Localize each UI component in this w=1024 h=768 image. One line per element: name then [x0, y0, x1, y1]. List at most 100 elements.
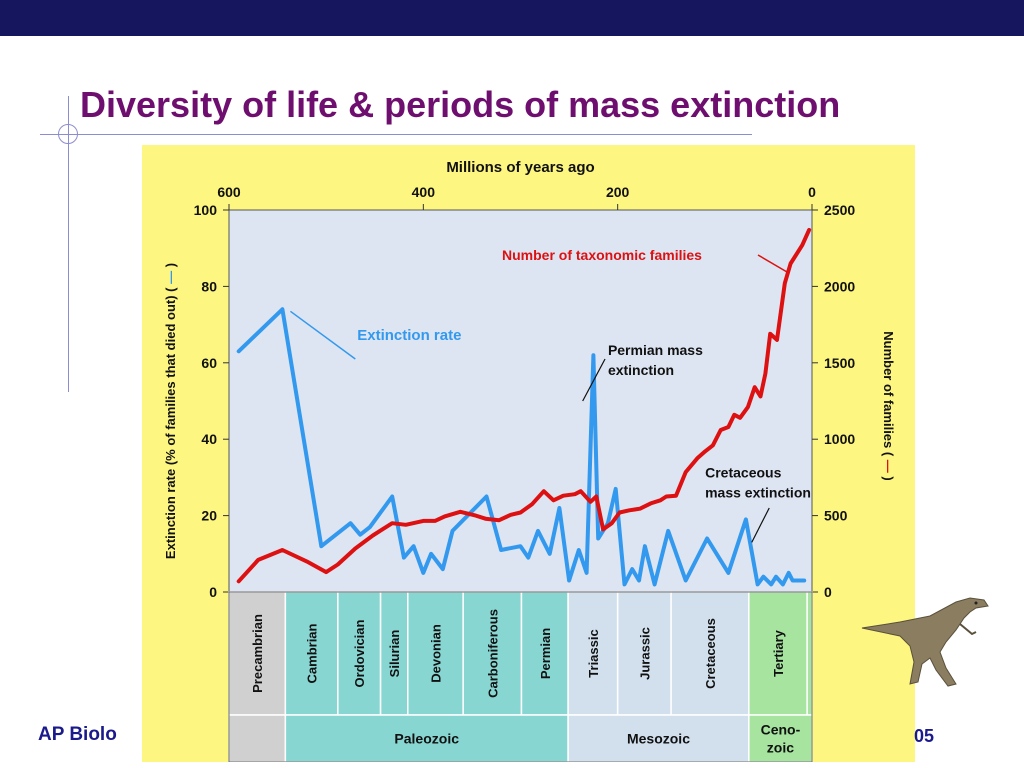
data-point-extinction-rate — [790, 578, 795, 583]
era-cell — [284, 714, 569, 762]
data-point-extinction-rate — [557, 506, 561, 510]
data-point-family-count — [649, 501, 653, 505]
period-cell — [228, 591, 287, 716]
period-cell — [462, 591, 523, 716]
data-point-family-count — [775, 338, 779, 342]
data-point-extinction-rate — [421, 571, 425, 575]
y-left-tick-label: 80 — [201, 278, 217, 294]
data-point-family-count — [371, 533, 375, 538]
data-point-family-count — [497, 518, 501, 522]
data-point-extinction-rate — [797, 578, 801, 583]
data-point-family-count — [753, 385, 757, 389]
era-label: Ceno- — [761, 722, 801, 738]
data-point-extinction-rate — [781, 582, 785, 586]
data-point-family-count — [542, 489, 546, 493]
data-point-family-count — [530, 502, 534, 506]
cretaceous-leader — [751, 507, 770, 543]
data-point-family-count — [483, 517, 488, 521]
data-point-family-count — [684, 470, 688, 474]
y-right-axis-label: Number of families ( — ) — [881, 331, 896, 481]
y-left-axis-label: Extinction rate (% of families that died… — [163, 263, 178, 559]
crosshair-ornament — [58, 124, 78, 144]
period-cell — [567, 591, 619, 716]
data-point-extinction-rate — [348, 521, 353, 525]
data-point-family-count — [627, 508, 631, 512]
data-point-family-count — [695, 456, 699, 460]
data-point-extinction-rate — [596, 536, 600, 541]
data-point-family-count — [618, 510, 622, 515]
data-point-family-count — [237, 579, 241, 583]
data-point-extinction-rate — [358, 533, 362, 537]
plot-area — [228, 209, 813, 593]
data-point-extinction-rate — [280, 307, 285, 311]
data-point-extinction-rate — [518, 544, 523, 548]
data-point-extinction-rate — [319, 544, 323, 548]
data-point-family-count — [256, 558, 260, 562]
data-point-extinction-rate — [622, 582, 627, 586]
era-label: zoic — [767, 740, 794, 756]
era-label: Paleozoic — [394, 731, 459, 747]
era-label: Mesozoic — [627, 731, 690, 747]
permian-annotation-line: Permian mass — [608, 342, 703, 358]
x-tick-label: 200 — [606, 184, 630, 200]
data-point-extinction-rate — [705, 536, 709, 541]
data-point-family-count — [433, 519, 437, 523]
data-point-family-count — [561, 494, 565, 498]
data-point-family-count — [674, 494, 678, 498]
y-right-tick-label: 2000 — [824, 278, 855, 294]
era-cell — [748, 714, 813, 762]
x-tick-label: 0 — [808, 184, 816, 200]
period-cell — [284, 591, 339, 716]
period-label: Permian — [538, 628, 553, 679]
data-point-extinction-rate — [726, 571, 731, 575]
dinosaur-icon — [861, 597, 989, 687]
data-point-extinction-rate — [390, 494, 394, 499]
data-point-family-count — [551, 498, 556, 502]
data-point-extinction-rate — [526, 556, 530, 560]
data-point-family-count — [758, 394, 763, 399]
y-right-tick-label: 1500 — [824, 355, 855, 371]
period-label: Carboniferous — [485, 609, 500, 698]
data-point-family-count — [664, 494, 668, 499]
top-title-bar — [0, 0, 1024, 36]
data-point-family-count — [800, 243, 804, 247]
data-point-family-count — [443, 514, 447, 518]
data-point-extinction-rate — [402, 556, 406, 560]
period-label: Cretaceous — [703, 618, 718, 689]
data-point-extinction-rate — [577, 548, 581, 552]
data-point-family-count — [280, 548, 285, 552]
data-point-family-count — [763, 371, 767, 376]
period-label: Jurassic — [637, 627, 652, 680]
permian-annotation-line: extinction — [608, 362, 674, 378]
data-point-extinction-rate — [652, 582, 657, 586]
y-left-axis-label-close: ) — [163, 263, 178, 267]
data-point-extinction-rate — [591, 353, 595, 357]
data-point-family-count — [579, 489, 583, 493]
data-point-extinction-rate — [536, 529, 540, 533]
extinction-rate-swatch: — — [163, 267, 178, 287]
data-point-family-count — [458, 510, 462, 514]
data-point-family-count — [594, 494, 598, 499]
data-point-family-count — [719, 428, 723, 432]
period-cell — [520, 591, 569, 716]
data-point-extinction-rate — [484, 494, 489, 499]
y-right-tick-label: 1000 — [824, 431, 855, 447]
data-point-extinction-rate — [237, 349, 241, 353]
data-point-family-count — [783, 281, 787, 285]
data-point-family-count — [404, 523, 408, 527]
y-right-tick-label: 0 — [824, 584, 832, 600]
data-point-extinction-rate — [769, 582, 773, 586]
data-point-extinction-rate — [802, 578, 806, 583]
data-point-family-count — [610, 521, 614, 525]
period-cell — [616, 591, 672, 716]
data-point-extinction-rate — [567, 578, 571, 583]
chart-panel: Millions of years ago 600 400 200 0 0 20 40 60 80… — [142, 145, 915, 762]
data-point-family-count — [703, 449, 707, 454]
data-point-family-count — [324, 570, 328, 574]
data-point-extinction-rate — [368, 525, 372, 529]
data-point-extinction-rate — [744, 517, 748, 522]
decorative-vertical-rule — [68, 96, 69, 392]
y-left-tick-label: 60 — [201, 355, 217, 371]
extinction-rate-annotation: Extinction rate — [357, 327, 461, 344]
